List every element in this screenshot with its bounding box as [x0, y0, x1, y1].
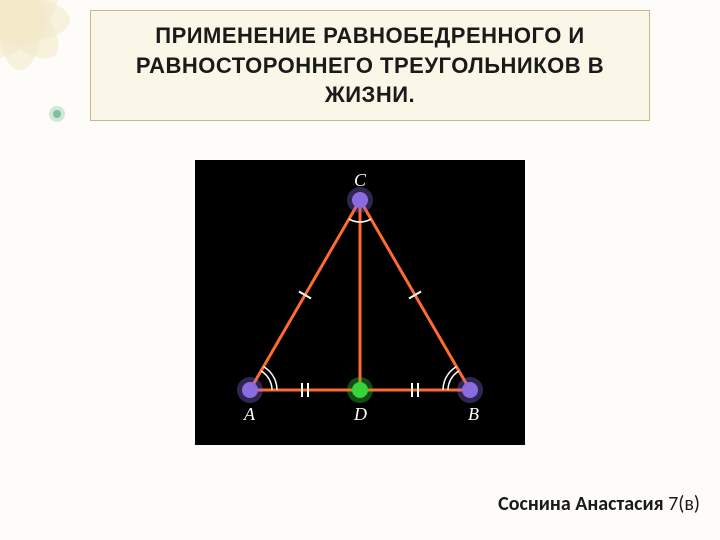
svg-text:C: C: [354, 170, 367, 190]
author-class: 7(в): [668, 492, 700, 516]
svg-text:B: B: [468, 404, 479, 424]
triangle-diagram: A B C D: [195, 160, 525, 445]
svg-text:A: A: [243, 404, 256, 424]
svg-text:D: D: [353, 404, 367, 424]
slide-title: ПРИМЕНЕНИЕ РАВНОБЕДРЕННОГО И РАВНОСТОРОН…: [111, 21, 629, 110]
author-name: Соснина Анастасия: [498, 492, 668, 516]
author-line: Соснина Анастасия 7(в): [498, 492, 700, 516]
title-container: ПРИМЕНЕНИЕ РАВНОБЕДРЕННОГО И РАВНОСТОРОН…: [90, 10, 650, 121]
bullet-icon: [48, 105, 66, 123]
